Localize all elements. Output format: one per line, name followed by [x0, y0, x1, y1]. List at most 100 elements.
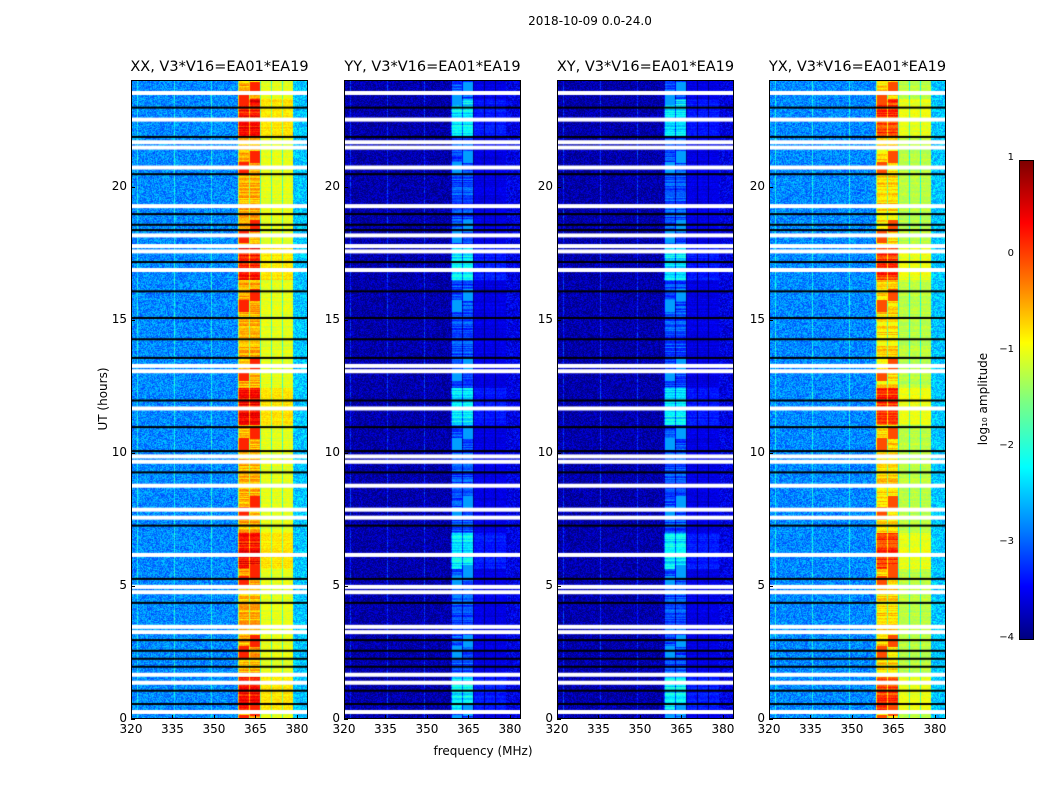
- y-tick-mark: [769, 319, 773, 321]
- x-tick-mark: [722, 715, 724, 719]
- y-tick-label: 0: [545, 711, 553, 725]
- y-tick-label: 5: [332, 577, 340, 592]
- y-tick-label: 0: [332, 711, 340, 725]
- y-tick-mark: [557, 452, 561, 454]
- x-tick-label: 335: [799, 722, 822, 736]
- colorbar-tick-label: 1: [1007, 152, 1014, 163]
- x-tick-label: 365: [244, 722, 267, 736]
- y-tick-label: 15: [324, 311, 340, 326]
- spectrogram-image: [132, 81, 307, 718]
- y-tick-mark: [344, 585, 348, 587]
- y-tick-mark: [344, 319, 348, 321]
- x-tick-mark: [296, 715, 298, 719]
- y-tick-label: 15: [537, 311, 553, 326]
- x-tick-label: 335: [161, 722, 184, 736]
- colorbar-label: log₁₀ amplitude: [976, 352, 990, 446]
- y-tick-label: 20: [324, 178, 340, 193]
- colorbar-tick-label: −4: [999, 632, 1014, 643]
- y-tick-mark: [769, 719, 773, 720]
- x-tick-mark: [769, 715, 770, 719]
- panel-title: XX, V3*V16=EA01*EA19: [130, 59, 309, 75]
- y-tick-mark: [344, 719, 348, 720]
- y-tick-mark: [344, 452, 348, 454]
- x-tick-mark: [509, 715, 511, 719]
- y-tick-mark: [557, 585, 561, 587]
- x-tick-label: 320: [332, 722, 356, 736]
- x-tick-mark: [851, 715, 853, 719]
- y-tick-mark: [557, 719, 561, 720]
- y-tick-label: 0: [119, 711, 127, 725]
- x-tick-label: 380: [498, 722, 522, 736]
- y-tick-label: 5: [757, 577, 765, 592]
- colorbar-tick-label: −2: [999, 440, 1014, 451]
- x-tick-label: 380: [285, 722, 309, 736]
- y-tick-mark: [131, 585, 135, 587]
- y-tick-label: 0: [757, 711, 765, 725]
- panel-title: YY, V3*V16=EA01*EA19: [344, 59, 521, 75]
- y-tick-mark: [344, 186, 348, 188]
- x-tick-mark: [681, 715, 683, 719]
- y-tick-mark: [131, 319, 135, 321]
- x-tick-label: 320: [757, 722, 781, 736]
- x-tick-mark: [385, 715, 387, 719]
- colorbar-tick-label: 0: [1007, 248, 1014, 259]
- y-tick-label: 15: [111, 311, 127, 326]
- colorbar-tick-label: −3: [999, 536, 1014, 547]
- spectrogram-panel: [131, 80, 308, 719]
- spectrogram-panel: [769, 80, 946, 719]
- x-tick-label: 380: [711, 722, 735, 736]
- x-tick-mark: [426, 715, 428, 719]
- x-tick-label: 365: [670, 722, 693, 736]
- y-tick-mark: [131, 452, 135, 454]
- y-tick-label: 10: [537, 444, 553, 459]
- y-tick-mark: [131, 186, 135, 188]
- y-tick-mark: [557, 319, 561, 321]
- x-tick-mark: [131, 715, 132, 719]
- y-tick-label: 10: [749, 444, 765, 459]
- x-tick-label: 365: [457, 722, 480, 736]
- x-tick-mark: [213, 715, 215, 719]
- y-tick-label: 5: [119, 577, 127, 592]
- colorbar: [1019, 160, 1034, 640]
- x-tick-mark: [172, 715, 174, 719]
- x-tick-label: 350: [840, 722, 864, 736]
- x-tick-label: 365: [882, 722, 905, 736]
- x-tick-label: 320: [545, 722, 569, 736]
- x-tick-mark: [893, 715, 895, 719]
- x-tick-mark: [810, 715, 812, 719]
- y-tick-label: 20: [537, 178, 553, 193]
- y-tick-mark: [557, 186, 561, 188]
- y-tick-label: 15: [749, 311, 765, 326]
- x-tick-label: 350: [415, 722, 439, 736]
- x-tick-mark: [598, 715, 600, 719]
- x-tick-mark: [468, 715, 470, 719]
- x-tick-label: 320: [119, 722, 143, 736]
- x-tick-mark: [344, 715, 345, 719]
- x-tick-label: 335: [587, 722, 610, 736]
- y-axis-label: UT (hours): [96, 367, 110, 431]
- spectrogram-image: [558, 81, 733, 718]
- y-tick-label: 20: [749, 178, 765, 193]
- y-tick-mark: [131, 719, 135, 720]
- x-tick-mark: [934, 715, 936, 719]
- spectrogram-image: [345, 81, 520, 718]
- panel-title: YX, V3*V16=EA01*EA19: [768, 59, 947, 75]
- x-axis-label: frequency (MHz): [433, 744, 533, 758]
- x-tick-mark: [557, 715, 558, 719]
- spectrogram-panel: [344, 80, 521, 719]
- x-tick-label: 350: [202, 722, 226, 736]
- y-tick-label: 5: [545, 577, 553, 592]
- y-tick-label: 20: [111, 178, 127, 193]
- x-tick-label: 380: [923, 722, 947, 736]
- y-tick-label: 10: [111, 444, 127, 459]
- y-tick-label: 10: [324, 444, 340, 459]
- y-tick-mark: [769, 452, 773, 454]
- colorbar-tick-label: −1: [999, 344, 1014, 355]
- panel-title: XY, V3*V16=EA01*EA19: [556, 59, 735, 75]
- x-tick-label: 350: [628, 722, 652, 736]
- y-tick-mark: [769, 585, 773, 587]
- y-tick-mark: [769, 186, 773, 188]
- x-tick-mark: [255, 715, 257, 719]
- figure-title: 2018-10-09 0.0-24.0: [528, 14, 652, 28]
